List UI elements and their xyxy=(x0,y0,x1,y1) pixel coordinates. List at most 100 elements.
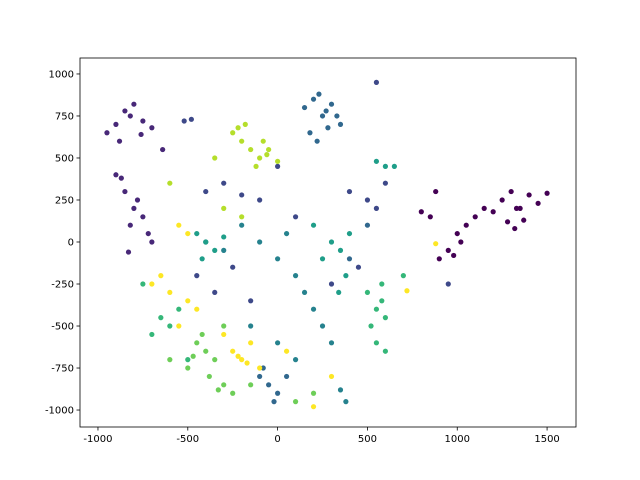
point xyxy=(271,399,277,405)
point xyxy=(517,205,523,211)
point xyxy=(203,188,209,195)
point xyxy=(319,113,326,119)
point xyxy=(138,131,144,138)
point xyxy=(433,188,439,195)
point xyxy=(149,331,155,338)
point xyxy=(167,357,173,363)
point xyxy=(158,273,164,279)
point xyxy=(433,241,439,247)
point xyxy=(544,190,550,196)
y-tick-label: 1000 xyxy=(49,69,74,80)
point xyxy=(404,288,410,294)
point xyxy=(310,96,317,102)
point xyxy=(248,340,254,346)
point xyxy=(149,281,155,287)
point xyxy=(212,357,218,363)
point xyxy=(194,340,200,346)
x-tick-label: 0 xyxy=(274,434,280,445)
point xyxy=(248,146,254,153)
point xyxy=(185,357,191,363)
point xyxy=(260,138,266,144)
point xyxy=(337,247,344,253)
point xyxy=(292,273,299,279)
y-tick-label: 750 xyxy=(55,111,74,122)
x-tick-label: -1000 xyxy=(83,434,112,445)
point xyxy=(368,323,374,329)
point xyxy=(127,222,133,228)
point xyxy=(239,222,245,228)
point xyxy=(127,113,133,119)
point xyxy=(167,323,173,329)
point xyxy=(260,365,266,371)
point xyxy=(451,252,457,259)
point xyxy=(373,340,380,346)
point xyxy=(194,230,200,237)
point xyxy=(337,387,344,393)
point xyxy=(125,249,132,255)
point xyxy=(149,125,155,131)
point xyxy=(248,323,254,329)
point xyxy=(212,247,218,253)
point xyxy=(221,180,227,186)
point xyxy=(316,91,322,97)
point xyxy=(194,306,200,312)
x-tick-label: 500 xyxy=(358,434,377,445)
point xyxy=(310,404,317,410)
point xyxy=(382,348,388,354)
y-tick-label: 500 xyxy=(55,153,74,164)
point xyxy=(283,348,290,354)
point xyxy=(212,155,218,161)
point xyxy=(158,315,164,321)
point xyxy=(472,214,478,220)
point xyxy=(512,225,518,232)
point xyxy=(328,281,335,287)
point xyxy=(215,387,221,393)
point xyxy=(203,239,209,245)
plot-frame xyxy=(79,57,577,428)
point xyxy=(328,340,335,346)
point xyxy=(145,230,151,237)
point xyxy=(310,306,317,312)
point xyxy=(253,163,259,169)
point xyxy=(364,197,371,203)
point xyxy=(244,360,250,366)
point xyxy=(346,230,353,237)
y-tick-label: -1000 xyxy=(45,406,74,417)
point xyxy=(167,289,173,296)
point xyxy=(257,373,263,380)
point xyxy=(266,146,272,153)
point xyxy=(379,298,385,304)
point xyxy=(257,197,263,203)
point xyxy=(328,239,335,245)
point xyxy=(454,230,460,237)
point xyxy=(221,331,227,338)
point xyxy=(185,230,191,237)
point xyxy=(319,256,326,262)
point xyxy=(346,188,353,195)
point xyxy=(310,222,317,228)
point xyxy=(230,264,236,270)
point xyxy=(382,315,388,321)
point xyxy=(323,108,329,114)
point xyxy=(328,101,335,107)
point xyxy=(275,340,281,346)
point xyxy=(266,382,272,388)
point xyxy=(230,348,236,354)
point xyxy=(275,158,281,164)
x-tick-label: 1500 xyxy=(534,434,559,445)
point xyxy=(275,163,281,169)
point xyxy=(122,188,128,195)
point xyxy=(235,125,241,131)
point xyxy=(343,273,349,279)
point xyxy=(373,158,380,164)
point xyxy=(140,214,146,220)
point xyxy=(221,323,227,329)
point xyxy=(292,357,299,363)
point xyxy=(346,256,353,262)
point xyxy=(167,180,173,186)
point xyxy=(499,197,505,203)
point xyxy=(301,104,308,111)
point xyxy=(336,289,342,296)
point xyxy=(458,239,464,245)
point xyxy=(314,138,320,144)
